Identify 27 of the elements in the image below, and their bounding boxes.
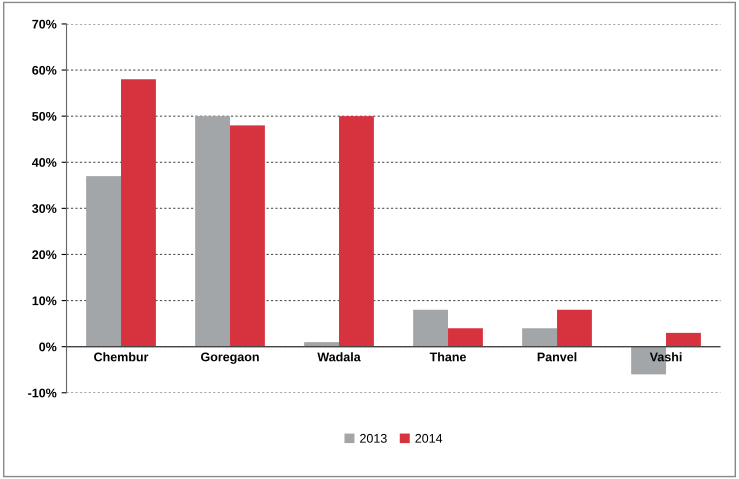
y-tick-label: 30% — [32, 204, 56, 214]
y-tick-label: 50% — [32, 112, 56, 121]
bar — [339, 116, 374, 347]
bar — [195, 116, 230, 347]
bar — [86, 176, 122, 347]
y-tick-label: 60% — [32, 66, 56, 75]
y-tick-label: 0% — [39, 342, 56, 352]
x-tick-label: Thane — [430, 352, 466, 362]
x-tick-label: Chembur — [94, 352, 148, 362]
x-tick-label: Goregaon — [201, 352, 259, 364]
bar — [230, 125, 265, 347]
y-tick-label: 10% — [32, 296, 56, 306]
y-tick-label: 70% — [32, 20, 56, 29]
bar — [557, 310, 592, 347]
bar — [413, 310, 448, 347]
y-tick-label: -10% — [28, 388, 56, 398]
x-tick-label: Vashi — [650, 352, 682, 362]
y-tick-label: 20% — [32, 250, 56, 260]
bar — [121, 79, 156, 347]
x-tick-label: Wadala — [317, 352, 361, 362]
bar — [448, 328, 483, 347]
legend-label: 2013 — [360, 434, 387, 443]
bar — [666, 332, 701, 347]
legend-label: 2014 — [415, 434, 442, 443]
x-tick-label: Panvel — [538, 352, 576, 362]
y-tick-label: 40% — [32, 158, 56, 167]
bar — [522, 328, 558, 347]
